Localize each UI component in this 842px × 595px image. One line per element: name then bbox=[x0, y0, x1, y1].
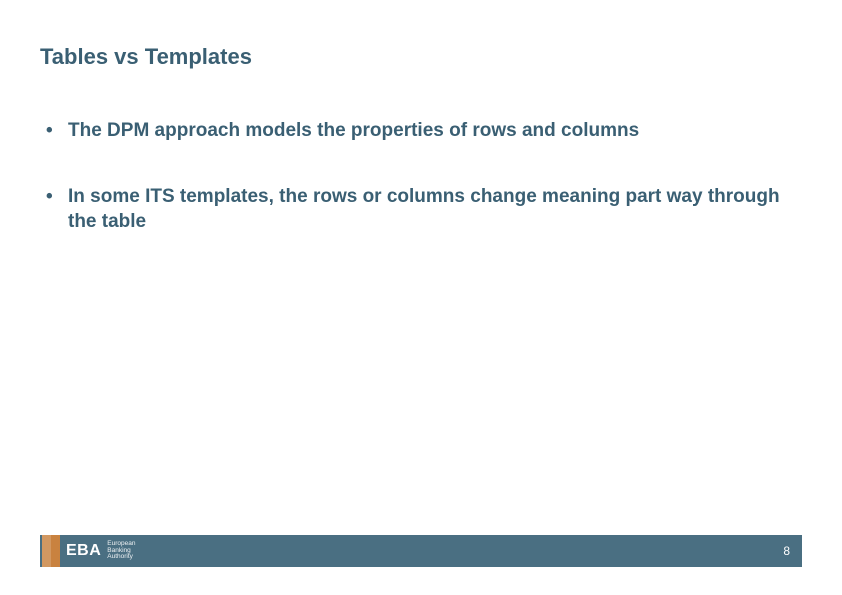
bullet-item: • In some ITS templates, the rows or col… bbox=[40, 184, 792, 235]
content-area: • The DPM approach models the properties… bbox=[40, 118, 792, 275]
logo-text: EBA European Banking Authority bbox=[66, 541, 135, 561]
slide: Tables vs Templates • The DPM approach m… bbox=[0, 0, 842, 595]
bullet-item: • The DPM approach models the properties… bbox=[40, 118, 792, 144]
logo: EBA European Banking Authority bbox=[40, 535, 135, 567]
footer-bar: EBA European Banking Authority 8 bbox=[40, 535, 802, 567]
bullet-text: The DPM approach models the properties o… bbox=[68, 118, 792, 144]
logo-tagline: European Banking Authority bbox=[107, 541, 135, 561]
bullet-marker: • bbox=[40, 118, 68, 144]
page-number: 8 bbox=[783, 535, 790, 567]
logo-swatch-icon bbox=[42, 535, 60, 567]
slide-title: Tables vs Templates bbox=[40, 44, 252, 70]
logo-acronym: EBA bbox=[66, 542, 101, 560]
logo-tagline-line: Authority bbox=[107, 553, 133, 560]
bullet-marker: • bbox=[40, 184, 68, 210]
bullet-text: In some ITS templates, the rows or colum… bbox=[68, 184, 792, 235]
